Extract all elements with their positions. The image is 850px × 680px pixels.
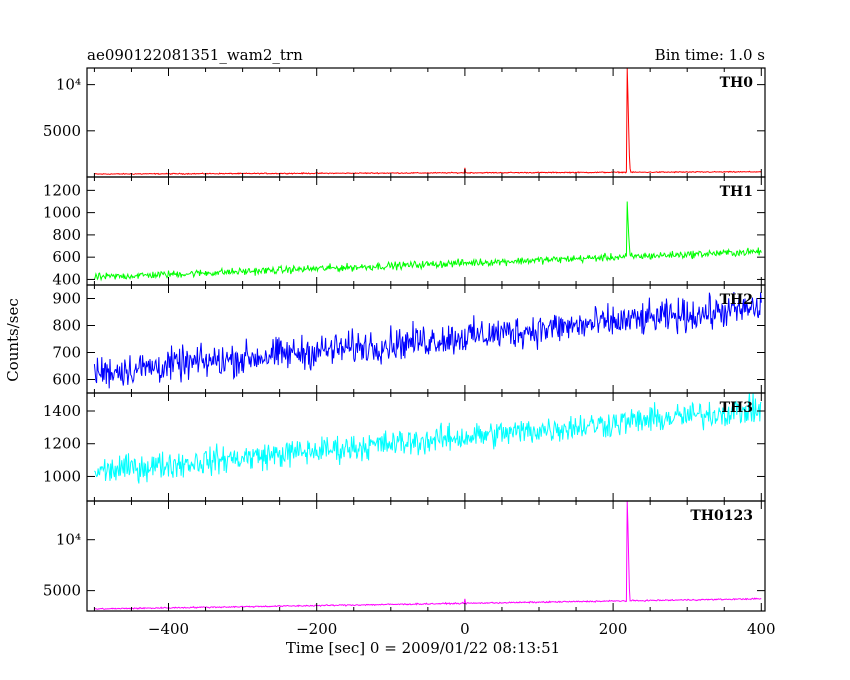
y-tick-label-th1: 600	[52, 248, 81, 266]
bin-time-label: Bin time: 1.0 s	[655, 46, 765, 64]
y-axis-label: Counts/sec	[4, 298, 22, 382]
x-tick-label: 0	[460, 620, 470, 638]
y-tick-label-th3: 1200	[43, 435, 81, 453]
panel-label-th2: TH2	[720, 292, 753, 308]
y-tick-label-th1: 1000	[43, 204, 81, 222]
panel-frame-th3	[86, 392, 766, 502]
y-tick-label-th0123: 5000	[43, 582, 81, 600]
panel-label-th1: TH1	[720, 184, 753, 200]
series-th0123	[94, 500, 762, 610]
x-tick-label: −400	[148, 620, 189, 638]
panels-group: 5000 10⁴ TH0 400 600 800 1000 1200 TH1 600 700 800 9…	[43, 67, 776, 638]
x-tick-label: 200	[599, 620, 628, 638]
x-axis-label: Time [sec] 0 = 2009/01/22 08:13:51	[286, 639, 560, 657]
chart-title: ae090122081351_wam2_trn	[87, 46, 303, 64]
series-th0	[94, 67, 762, 176]
y-tick-label-th2: 700	[52, 344, 81, 362]
series-th3	[94, 392, 762, 484]
y-tick-label-th0: 5000	[43, 122, 81, 140]
y-tick-label-th2: 800	[52, 317, 81, 335]
y-tick-label-th1: 1200	[43, 181, 81, 199]
x-tick-label: 400	[747, 620, 776, 638]
y-tick-label-th2: 900	[52, 290, 81, 308]
y-tick-label-th0123: 10⁴	[56, 531, 81, 549]
y-tick-label-th3: 1400	[43, 402, 81, 420]
panel-frame-th0123	[86, 500, 766, 612]
panel-label-th0: TH0	[720, 75, 754, 91]
x-tick-label: −200	[296, 620, 337, 638]
y-tick-label-th2: 600	[52, 371, 81, 389]
y-tick-label-th3: 1000	[43, 467, 81, 485]
y-tick-label-th0: 10⁴	[56, 76, 81, 94]
panel-label-th0123: TH0123	[690, 508, 753, 524]
series-th2	[93, 291, 762, 389]
panel-frame-th1	[86, 176, 766, 286]
panel-frame-th0	[86, 67, 766, 178]
y-tick-label-th1: 400	[52, 270, 81, 288]
panel-label-th3: TH3	[720, 400, 753, 416]
series-th1	[93, 201, 762, 282]
y-tick-label-th1: 800	[52, 226, 81, 244]
